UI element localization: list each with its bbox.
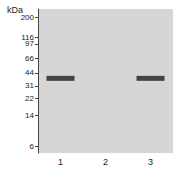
svg-text:44: 44 <box>25 68 34 77</box>
svg-text:116: 116 <box>21 32 34 42</box>
svg-text:2: 2 <box>103 157 108 167</box>
svg-text:97: 97 <box>25 39 34 48</box>
svg-text:200: 200 <box>20 12 34 22</box>
svg-text:14: 14 <box>25 111 34 120</box>
svg-text:3: 3 <box>148 157 153 167</box>
svg-text:6: 6 <box>30 142 35 151</box>
svg-text:22: 22 <box>25 94 34 103</box>
svg-text:1: 1 <box>58 157 63 167</box>
svg-text:kDa: kDa <box>7 5 23 15</box>
svg-text:66: 66 <box>25 54 34 63</box>
svg-text:31: 31 <box>25 81 34 90</box>
